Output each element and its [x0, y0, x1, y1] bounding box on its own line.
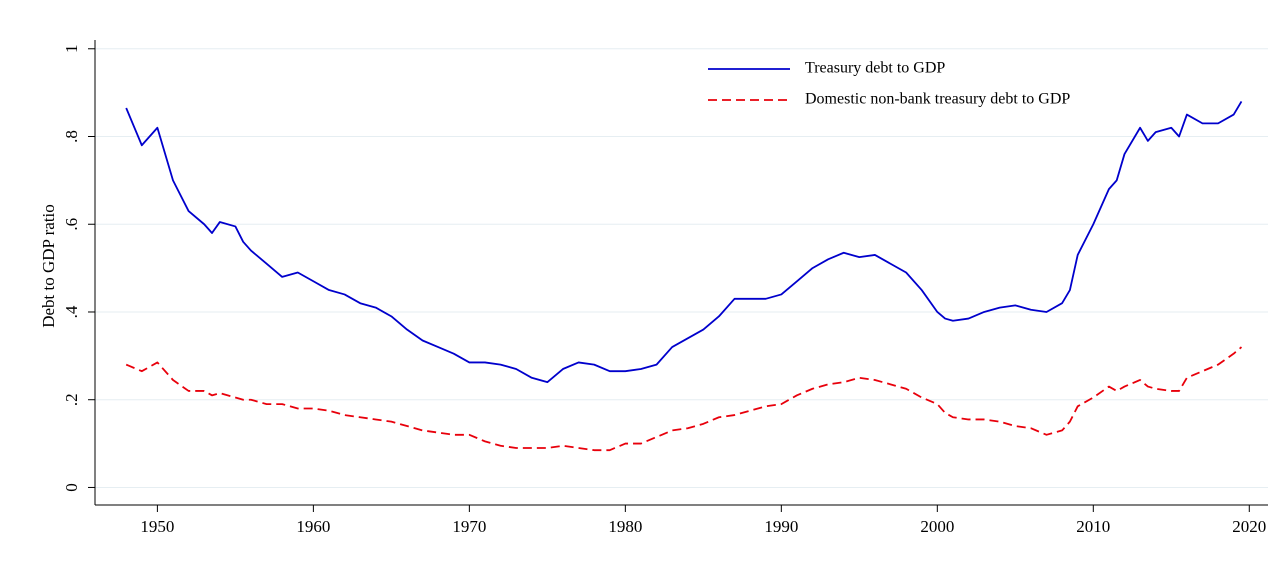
y-tick-label: 1	[62, 45, 81, 54]
y-tick-label: 0	[62, 483, 81, 492]
y-axis-label: Debt to GDP ratio	[39, 204, 58, 328]
y-tick-label: .4	[62, 305, 81, 318]
x-tick-label: 2000	[920, 517, 954, 536]
x-tick-label: 1990	[764, 517, 798, 536]
legend-label: Domestic non-bank treasury debt to GDP	[805, 91, 1070, 108]
x-tick-label: 1950	[140, 517, 174, 536]
x-tick-label: 1980	[608, 517, 642, 536]
series-line	[125, 346, 1243, 452]
y-tick-label: .2	[62, 393, 81, 406]
y-tick-label: .8	[62, 130, 81, 143]
x-tick-label: 1960	[296, 517, 330, 536]
x-tick-label: 2020	[1232, 517, 1266, 536]
legend-label: Treasury debt to GDP	[805, 60, 945, 77]
y-tick-label: .6	[62, 218, 81, 231]
series-line	[125, 100, 1243, 384]
x-tick-label: 2010	[1076, 517, 1110, 536]
x-tick-label: 1970	[452, 517, 486, 536]
